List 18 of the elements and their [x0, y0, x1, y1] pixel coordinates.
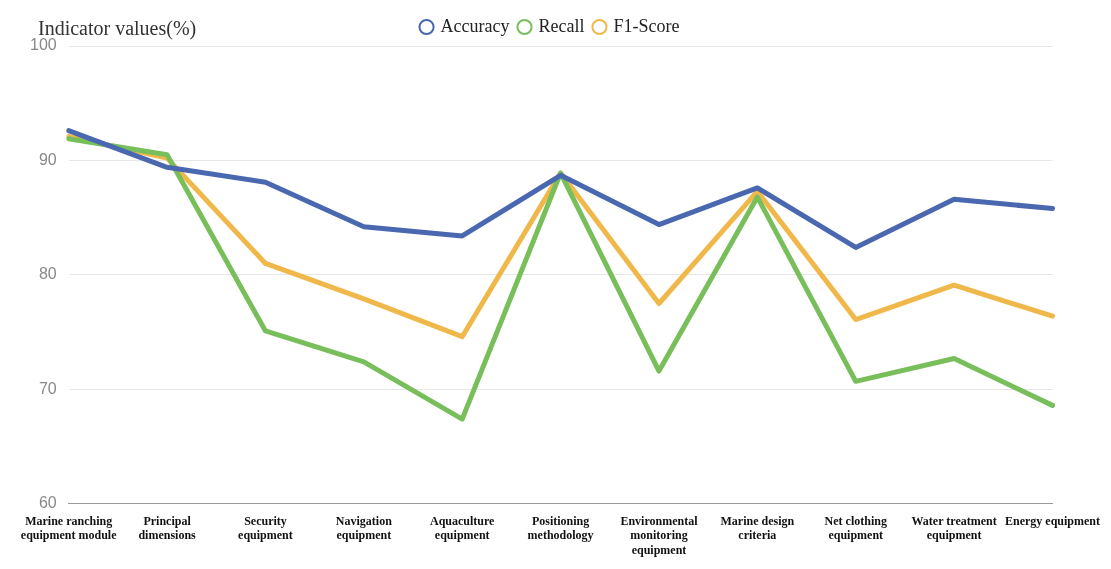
x-tick-label: Security equipment — [238, 514, 293, 543]
x-tick-label: Aquaculture equipment — [429, 514, 496, 543]
x-tick-label: Environmental monitoring equipment — [620, 514, 699, 557]
x-tick-label: Net clothing equipment — [824, 514, 887, 543]
x-tick-label: Navigation equipment — [335, 514, 393, 543]
x-tick-label: Positioning methodology — [527, 514, 594, 543]
x-tick-label: Marine design criteria — [720, 514, 795, 543]
y-tick-label: 90 — [38, 150, 57, 168]
y-tick-label: 80 — [38, 265, 57, 283]
y-tick-label: 70 — [38, 379, 57, 397]
x-tick-label: Marine ranching equipment module — [20, 514, 118, 543]
x-tick-label: Water treatment equipment — [911, 514, 997, 543]
y-tick-label: 60 — [38, 494, 57, 512]
x-tick-label: Energy equipment — [1004, 514, 1101, 529]
x-tick-label: Principal dimensions — [138, 514, 197, 543]
legend-label: F1-Score — [613, 15, 680, 36]
legend-label: Recall — [538, 15, 585, 36]
legend-label: Accuracy — [440, 15, 510, 36]
